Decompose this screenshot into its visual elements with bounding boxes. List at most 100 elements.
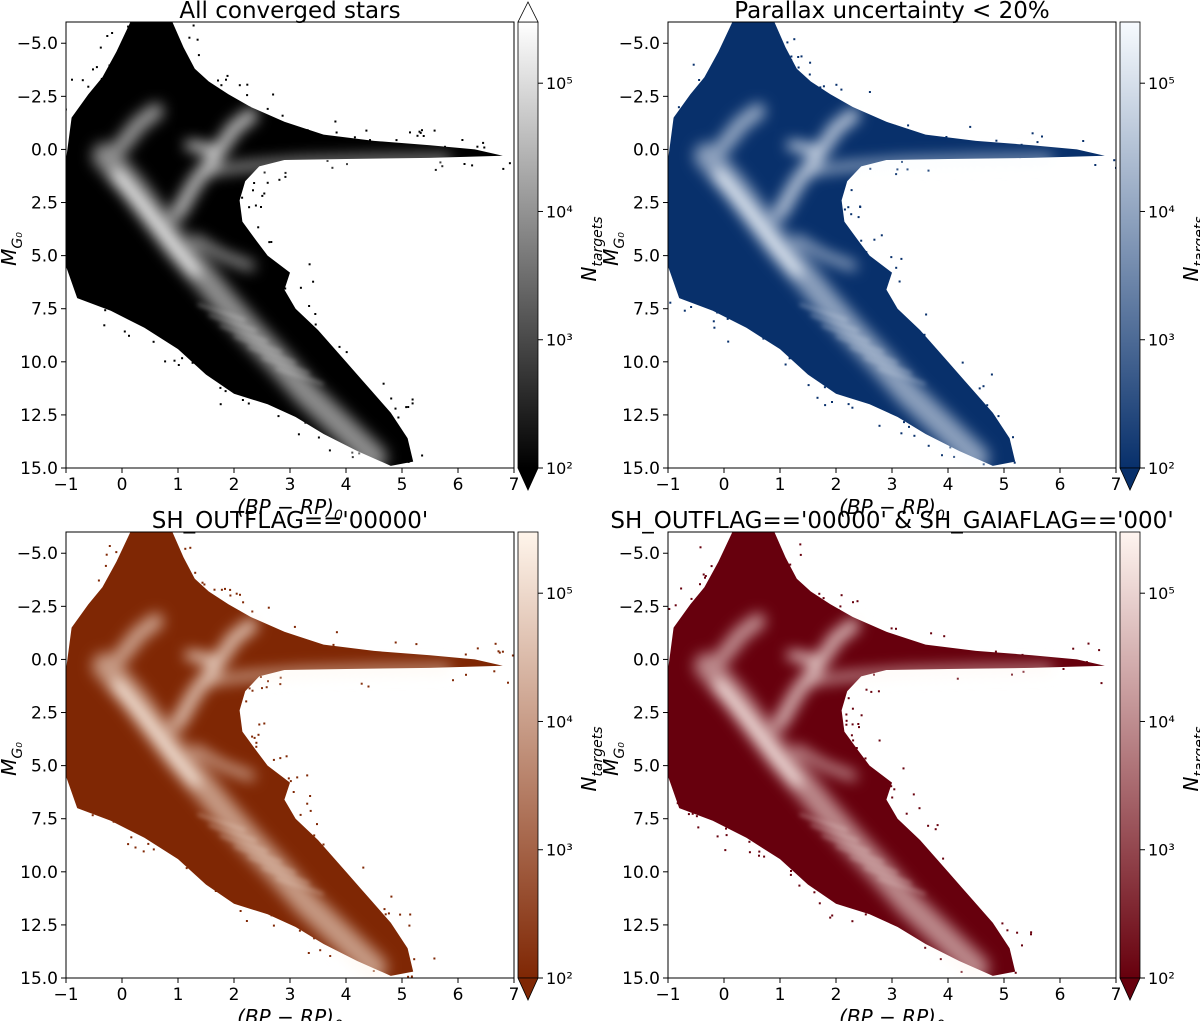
colorbar-gradient [517,531,539,979]
x-axis: −1 0 1 2 3 4 5 6 7 (BP − RP)0 [53,468,519,524]
colorbar-extend-min [1119,977,1141,1001]
colorbar-tick-label: 10⁴ [1148,712,1175,731]
y-tick-label: 10.0 [20,863,58,883]
colorbar: 10² 10³ 10⁴ 10⁵ Ntargets [517,1,606,491]
y-tick-label: 15.0 [20,459,58,479]
y-tick-label: 0.0 [31,650,58,670]
density-stripes [799,813,926,896]
x-tick-label: 7 [509,475,520,495]
x-tick-label: 1 [775,475,786,495]
x-tick-label: 2 [229,475,240,495]
colorbar-tick-label: 10⁵ [1148,584,1175,603]
y-tick-label: 7.5 [633,810,660,830]
y-tick-label: 10.0 [622,353,660,373]
x-tick-label: −1 [655,985,680,1005]
x-tick-label: 0 [117,985,128,1005]
colorbar-label: Ntargets [577,216,606,281]
y-tick-label: −2.5 [17,87,58,107]
y-tick-label: −5.0 [619,34,660,54]
colorbar-tick-label: 10⁵ [546,584,573,603]
x-tick-label: 5 [397,985,408,1005]
y-tick-label: 0.0 [31,140,58,160]
x-tick-label: 4 [341,475,352,495]
x-tick-label: 1 [775,985,786,1005]
colorbar-gradient [517,21,539,469]
colorbar: 10² 10³ 10⁴ 10⁵ Ntargets [517,531,606,1001]
x-tick-label: 2 [831,985,842,1005]
y-axis-label: MG₀ [0,742,26,776]
y-tick-label: −2.5 [17,597,58,617]
x-tick-label: 4 [943,985,954,1005]
x-axis: −1 0 1 2 3 4 5 6 7 (BP − RP)0 [655,978,1121,1021]
density-envelope [66,22,503,466]
y-axis-label: MG₀ [599,742,628,776]
density-ridges [694,613,1054,978]
colorbar-extend-min [1119,467,1141,491]
x-tick-label: 3 [285,985,296,1005]
y-tick-label: 15.0 [20,969,58,989]
x-axis-label: (BP − RP)0 [839,1005,945,1021]
y-tick-label: 10.0 [622,863,660,883]
x-tick-label: −1 [655,475,680,495]
x-tick-label: 0 [117,475,128,495]
x-axis-label: (BP − RP)0 [237,1005,343,1021]
x-tick-label: 0 [719,475,730,495]
x-tick-label: 0 [719,985,730,1005]
density-ridges [92,103,452,468]
x-tick-label: −1 [53,985,78,1005]
colorbar-tick-label: 10³ [1148,841,1175,860]
y-tick-label: −2.5 [619,597,660,617]
density-envelope [668,22,1105,466]
y-tick-label: 10.0 [20,353,58,373]
colorbar-tick-label: 10⁴ [546,712,573,731]
colorbar-tick-label: 10² [1148,459,1175,478]
x-tick-label: 7 [509,985,520,1005]
y-tick-label: 15.0 [622,969,660,989]
y-tick-label: 0.0 [633,140,660,160]
colorbar-label: Ntargets [1179,726,1200,791]
y-tick-label: 7.5 [31,810,58,830]
x-tick-label: 6 [453,475,464,495]
chart-title: All converged stars [179,0,400,24]
y-tick-label: 2.5 [633,704,660,724]
density-ridges [92,613,452,978]
colorbar-tick-label: 10⁵ [1148,74,1175,93]
colorbar-gradient [1119,21,1141,469]
chart-panel-4: SH_OUTFLAG=='00000' & SH_GAIAFLAG=='000'… [599,508,1200,1021]
y-tick-label: 5.0 [633,247,660,267]
y-tick-label: 0.0 [633,650,660,670]
x-tick-label: 7 [1111,985,1122,1005]
colorbar-extend-max [517,1,539,23]
y-tick-label: 2.5 [31,194,58,214]
y-tick-label: 12.5 [622,406,660,426]
x-tick-label: 6 [1055,475,1066,495]
x-axis-label: (BP − RP)0 [237,495,343,524]
density-envelope [66,532,503,976]
x-tick-label: 7 [1111,475,1122,495]
density-map [668,532,1105,978]
x-tick-label: 3 [887,985,898,1005]
x-tick-label: 6 [453,985,464,1005]
chart-title: SH_OUTFLAG=='00000' & SH_GAIAFLAG=='000' [610,508,1173,534]
chart-title: Parallax uncertainty < 20% [734,0,1049,24]
y-tick-label: 5.0 [31,247,58,267]
y-axis: −5.0 −2.5 0.0 2.5 5.0 7.5 10.0 12.5 15.0 MG₀ [0,544,66,989]
colorbar-gradient [1119,531,1141,979]
x-tick-label: 2 [831,475,842,495]
y-tick-label: 7.5 [31,300,58,320]
density-stripes [197,813,324,896]
colorbar-tick-label: 10³ [546,841,573,860]
chart-panel-1: All converged stars−1 0 1 2 3 4 5 6 7(BP − RP)0−… [0,0,606,524]
y-tick-label: 5.0 [31,757,58,777]
x-tick-label: 6 [1055,985,1066,1005]
y-tick-label: 12.5 [20,406,58,426]
x-axis-label: (BP − RP)0 [839,495,945,524]
colorbar-tick-label: 10⁴ [1148,202,1175,221]
x-axis: −1 0 1 2 3 4 5 6 7 (BP − RP)0 [655,468,1121,524]
x-tick-label: 1 [173,475,184,495]
chart-panel-2: Parallax uncertainty < 20% −1 0 1 2 3 4 5 6 7 (BP … [599,0,1200,524]
colorbar-extend-min [517,467,539,491]
x-tick-label: 3 [887,475,898,495]
colorbar: 10² 10³ 10⁴ 10⁵ Ntargets [1119,531,1200,1001]
